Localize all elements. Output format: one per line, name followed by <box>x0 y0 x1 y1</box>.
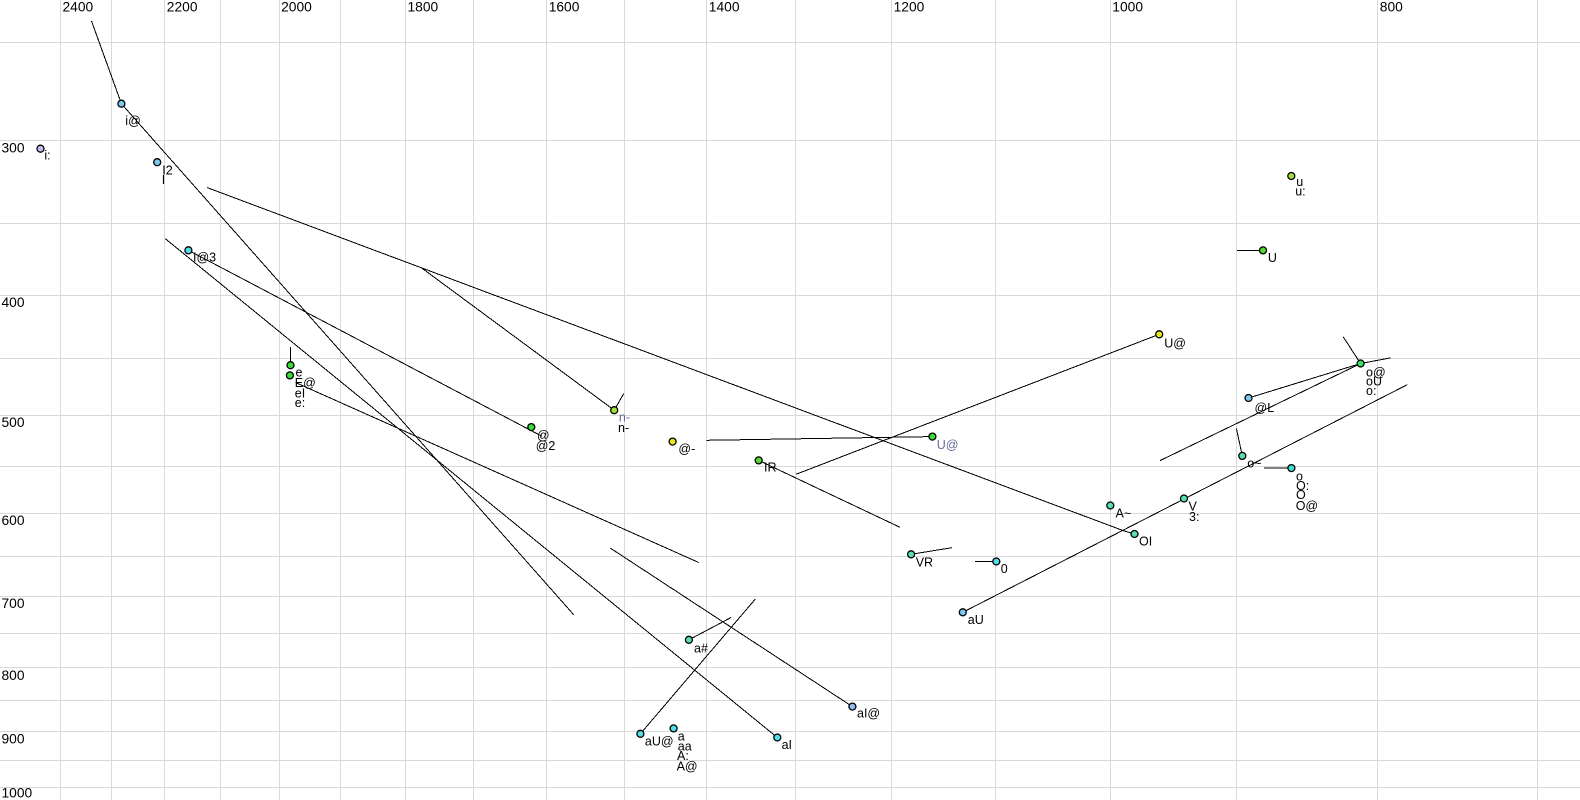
svg-text:o@: o@ <box>1366 365 1386 379</box>
svg-text:u:: u: <box>1295 185 1305 199</box>
svg-text:A:: A: <box>677 749 689 763</box>
svg-text:E@: E@ <box>295 376 316 390</box>
svg-text:1400: 1400 <box>709 0 740 15</box>
svg-text:O@: O@ <box>1296 499 1318 513</box>
svg-text:I@3: I@3 <box>193 251 216 265</box>
svg-text:2000: 2000 <box>281 0 312 15</box>
svg-text:u: u <box>1296 175 1303 189</box>
svg-text:n-: n- <box>618 421 629 435</box>
svg-text:o~: o~ <box>1247 456 1261 470</box>
svg-text:@: @ <box>537 429 550 443</box>
svg-text:a: a <box>678 730 685 744</box>
svg-text:U@: U@ <box>937 438 959 452</box>
svg-text:i@: i@ <box>125 114 140 128</box>
svg-text:@2: @2 <box>536 439 556 453</box>
svg-text:o: o <box>1296 470 1303 484</box>
svg-text:400: 400 <box>2 295 25 310</box>
svg-text:1000: 1000 <box>2 786 33 800</box>
svg-text:2400: 2400 <box>63 0 94 15</box>
svg-text:OI: OI <box>1139 534 1152 548</box>
svg-text:@-: @- <box>678 442 695 456</box>
svg-text:e:: e: <box>295 396 305 410</box>
svg-text:n-: n- <box>619 411 630 425</box>
svg-text:oU: oU <box>1366 374 1382 388</box>
svg-text:O: O <box>1296 488 1306 502</box>
svg-text:i:: i: <box>44 148 50 162</box>
svg-text:VR: VR <box>916 556 933 570</box>
svg-text:I: I <box>162 173 165 187</box>
svg-text:o:: o: <box>1366 384 1376 398</box>
svg-text:aU: aU <box>968 613 984 627</box>
svg-text:900: 900 <box>2 731 25 746</box>
svg-text:aa: aa <box>678 740 692 754</box>
svg-text:1200: 1200 <box>894 0 925 15</box>
svg-text:800: 800 <box>2 668 25 683</box>
svg-text:3:: 3: <box>1189 510 1199 524</box>
svg-text:V: V <box>1189 500 1198 514</box>
svg-text:O:: O: <box>1296 479 1309 493</box>
svg-text:500: 500 <box>2 415 25 430</box>
svg-text:1600: 1600 <box>549 0 580 15</box>
svg-text:600: 600 <box>2 513 25 528</box>
svg-text:U: U <box>1268 251 1277 265</box>
svg-text:e: e <box>296 366 303 380</box>
svg-text:I2: I2 <box>162 164 172 178</box>
svg-text:eI: eI <box>295 386 305 400</box>
svg-text:A@: A@ <box>677 760 698 774</box>
svg-text:2200: 2200 <box>167 0 198 15</box>
svg-text:aI@: aI@ <box>857 707 880 721</box>
svg-text:0: 0 <box>1001 562 1008 576</box>
svg-text:1800: 1800 <box>408 0 439 15</box>
svg-text:IR: IR <box>764 461 777 475</box>
svg-text:U@: U@ <box>1164 337 1186 351</box>
svg-text:@L: @L <box>1255 401 1275 415</box>
svg-text:300: 300 <box>2 140 25 155</box>
svg-text:a#: a# <box>694 642 708 656</box>
svg-text:800: 800 <box>1380 0 1403 15</box>
svg-text:A~: A~ <box>1116 506 1132 520</box>
svg-text:aI: aI <box>782 738 792 752</box>
svg-text:aU@: aU@ <box>645 735 674 749</box>
svg-text:700: 700 <box>2 596 25 611</box>
svg-text:1000: 1000 <box>1112 0 1143 15</box>
